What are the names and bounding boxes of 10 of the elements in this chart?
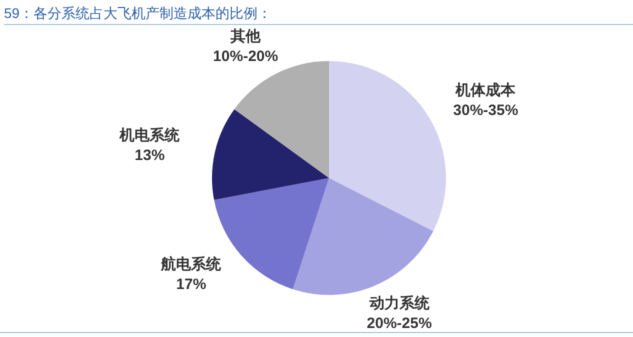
pie-slice: [329, 61, 446, 232]
pie-slice: [292, 178, 434, 295]
slice-label: 机体成本 30%-35%: [453, 82, 518, 120]
slice-label: 机电系统 13%: [118, 126, 181, 164]
slice-label: 动力系统 20%-25%: [366, 294, 432, 332]
slice-label: 其他 10%-20%: [213, 28, 278, 66]
chart-title: 59：各分系统占大飞机产制造成本的比例：: [4, 2, 633, 25]
pie-slice: [234, 61, 329, 178]
pie-slice: [212, 109, 329, 200]
slice-label: 航电系统 17%: [160, 255, 222, 294]
